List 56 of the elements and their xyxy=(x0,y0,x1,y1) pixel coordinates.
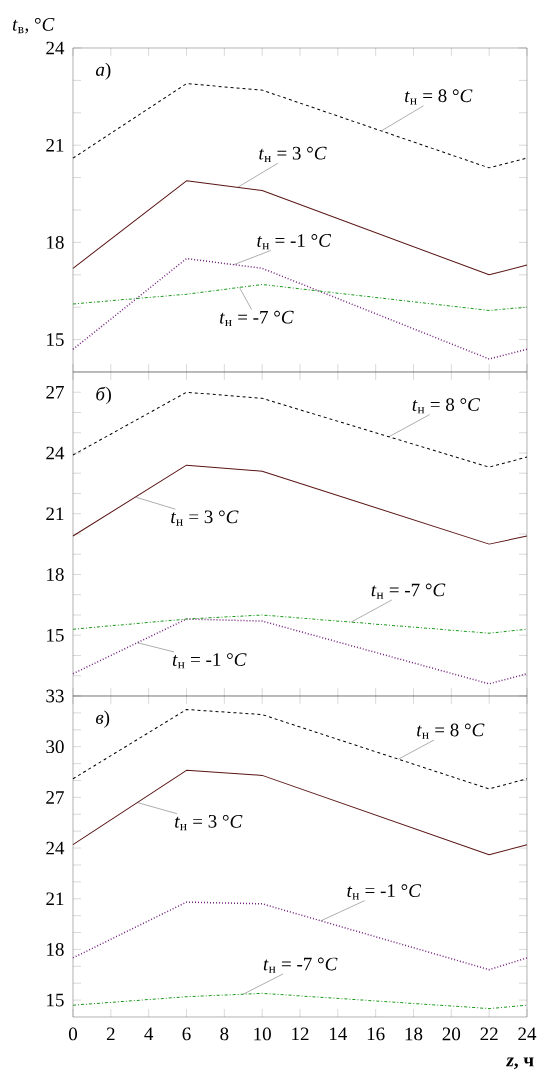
x-tick-label: 16 xyxy=(367,1027,385,1041)
x-tick-label: 12 xyxy=(292,1027,309,1041)
x-tick-label: 22 xyxy=(480,1027,498,1041)
series-label: t$_{н}$ = -1 °C xyxy=(172,653,247,669)
x-tick-label: 6 xyxy=(182,1027,191,1041)
series-label: t$_{н}$ = -7 °C xyxy=(220,310,294,327)
y-tick-label: 15 xyxy=(47,628,64,642)
series-label: t$_{н}$ = 3 °C xyxy=(171,510,239,526)
x-tick-label: 14 xyxy=(330,1027,348,1041)
series-label: t$_{н}$ = -7 °C xyxy=(371,583,446,599)
x-tick-label: 10 xyxy=(254,1027,271,1041)
y-tick-label: 24 xyxy=(46,446,65,460)
series-label: t$_{н}$ = -7 °C xyxy=(263,957,338,973)
line-series xyxy=(72,769,528,856)
x-tick-label: 4 xyxy=(144,1027,154,1041)
y-tick-label: 21 xyxy=(46,892,64,906)
x-tick-label: 8 xyxy=(220,1027,229,1041)
y-tick-label: 15 xyxy=(47,993,64,1007)
series-label: t$_{н}$ = -1 °C xyxy=(257,234,332,250)
text: а) xyxy=(95,62,111,80)
line-series xyxy=(72,709,528,790)
text: б) xyxy=(96,386,111,405)
line-series xyxy=(72,901,528,971)
y-tick-label: 27 xyxy=(46,385,64,399)
y-tick-label: 18 xyxy=(47,943,64,956)
line-series xyxy=(72,180,528,276)
y-tick-label: 27 xyxy=(46,791,64,804)
x-tick-label: 2 xyxy=(106,1027,115,1041)
series-label: t$_{н}$ = 8 °C xyxy=(405,89,473,105)
line-series xyxy=(72,992,528,1010)
x-axis-title: z, ч xyxy=(505,1057,534,1070)
text: в) xyxy=(96,710,110,728)
line-series xyxy=(72,618,528,685)
y-axis-title: t$_{в}$, °C xyxy=(12,17,55,34)
x-tick-label: 20 xyxy=(442,1027,461,1041)
line-series xyxy=(72,257,528,360)
line-series xyxy=(72,614,528,634)
x-tick-label: 24 xyxy=(518,1027,537,1041)
y-tick-label: 24 xyxy=(46,841,65,855)
y-tick-label: 21 xyxy=(46,507,64,521)
series-label: t$_{н}$ = 8 °C xyxy=(417,723,485,739)
y-tick-label: 21 xyxy=(46,138,64,152)
series-label: t$_{н}$ = 3 °C xyxy=(175,814,243,831)
line-series xyxy=(72,284,528,311)
y-tick-label: 24 xyxy=(46,41,65,55)
y-tick-label: 33 xyxy=(46,689,64,703)
series-label: t$_{н}$ = -1 °C xyxy=(347,884,422,900)
x-tick-label: 0 xyxy=(68,1027,78,1041)
x-tick-label: 18 xyxy=(405,1027,423,1041)
series-label: t$_{н}$ = 3 °C xyxy=(259,146,327,163)
y-tick-label: 30 xyxy=(46,740,64,754)
y-tick-label: 15 xyxy=(47,333,64,346)
series-label: t$_{н}$ = 8 °C xyxy=(412,398,480,414)
y-tick-label: 18 xyxy=(47,568,64,581)
y-tick-label: 18 xyxy=(47,235,64,249)
line-series xyxy=(72,464,528,545)
